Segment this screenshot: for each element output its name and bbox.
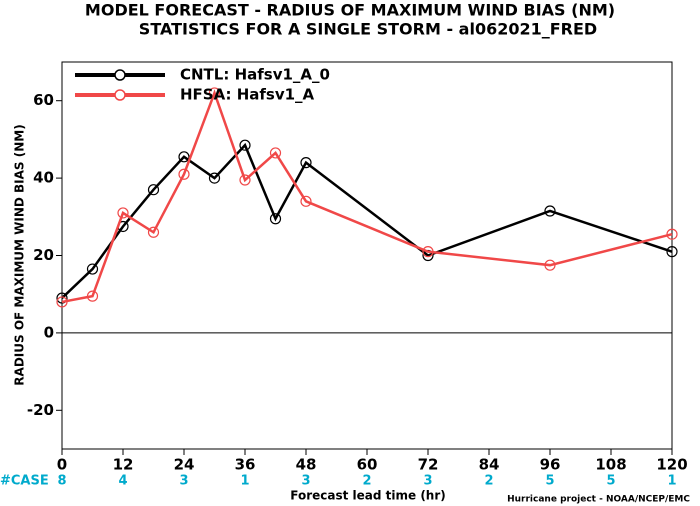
footer: Hurricane project - NOAA/NCEP/EMC <box>507 495 690 505</box>
x-tick-label: 36 <box>235 456 256 474</box>
x-tick-label: 24 <box>174 456 195 474</box>
case-count: 5 <box>545 474 554 489</box>
legend-label: CNTL: Hafsv1_A_0 <box>180 66 330 84</box>
data-point <box>666 228 678 240</box>
data-point <box>300 157 312 169</box>
x-tick-label: 48 <box>296 456 317 474</box>
y-axis-label: RADIUS OF MAXIMUM WIND BIAS (NM) <box>13 124 27 385</box>
data-point <box>147 226 160 238</box>
data-point <box>666 246 678 258</box>
chart-title: MODEL FORECAST - RADIUS OF MAXIMUM WIND … <box>85 1 615 20</box>
data-point <box>147 184 160 196</box>
plot-frame <box>61 61 673 450</box>
case-count: 1 <box>667 474 676 489</box>
legend-label: HFSA: Hafsv1_A <box>180 86 315 104</box>
data-point <box>56 292 68 304</box>
x-tick-label: 120 <box>656 456 687 474</box>
data-point <box>269 147 282 159</box>
case-count: 3 <box>179 474 188 489</box>
x-tick-label: 12 <box>113 456 134 474</box>
case-count: 5 <box>606 474 615 489</box>
data-point <box>86 290 99 302</box>
y-tick-label: 0 <box>44 323 54 341</box>
data-point <box>208 87 221 99</box>
data-point <box>178 151 190 163</box>
case-label: #CASE <box>0 474 49 489</box>
case-count: 3 <box>423 474 432 489</box>
data-point <box>178 168 190 180</box>
y-tick-label: 20 <box>33 246 54 264</box>
chart-subtitle: STATISTICS FOR A SINGLE STORM - al062021… <box>139 20 597 39</box>
case-count: 2 <box>484 474 493 489</box>
case-count: 8 <box>57 474 66 489</box>
data-point <box>86 263 99 275</box>
y-tick-label: 40 <box>33 169 54 187</box>
legend-marker <box>114 89 126 101</box>
case-count: 2 <box>362 474 371 489</box>
data-point <box>544 205 556 217</box>
x-tick-label: 72 <box>418 456 439 474</box>
case-count: 3 <box>301 474 310 489</box>
data-point <box>239 174 251 186</box>
data-point <box>117 207 129 219</box>
data-point <box>208 172 221 184</box>
series-line <box>61 142 673 299</box>
y-tick-label: -20 <box>27 401 54 419</box>
x-tick-label: 96 <box>540 456 561 474</box>
data-point <box>56 296 68 308</box>
data-point <box>422 246 434 258</box>
case-count: 4 <box>118 474 127 489</box>
case-count: 1 <box>240 474 249 489</box>
data-point <box>300 195 312 207</box>
y-tick-label: 60 <box>33 91 54 109</box>
x-axis-label: Forecast lead time (hr) <box>290 489 446 503</box>
legend-marker <box>114 69 126 81</box>
x-tick-label: 60 <box>357 456 378 474</box>
series-line <box>61 89 673 304</box>
data-point <box>544 259 556 271</box>
data-point <box>269 213 282 225</box>
x-tick-label: 84 <box>479 456 500 474</box>
data-point <box>239 139 251 151</box>
x-tick-label: 108 <box>595 456 626 474</box>
x-tick-label: 0 <box>57 456 67 474</box>
